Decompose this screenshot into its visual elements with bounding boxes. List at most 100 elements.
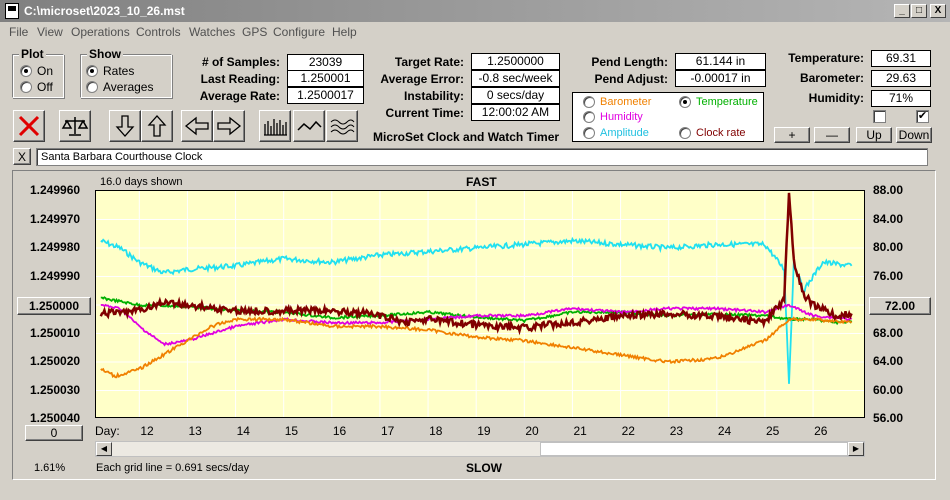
target-rate-value: 1.2500000 xyxy=(471,53,560,70)
x-tick-label: 25 xyxy=(765,424,780,438)
x-tick-label: 17 xyxy=(380,424,395,438)
legend-clockrate-label: Clock rate xyxy=(696,127,746,139)
target-rate-label: Target Rate: xyxy=(394,55,464,69)
left-tick-label: 1.250030 xyxy=(30,382,81,397)
left-tick-label: 1.250010 xyxy=(30,325,81,340)
stop-x-icon xyxy=(18,115,40,137)
menu-operations[interactable]: Operations xyxy=(71,25,130,39)
arrow-up-icon xyxy=(147,115,167,137)
barometer-value: 29.63 xyxy=(871,70,931,87)
balance-scale-icon xyxy=(61,117,89,136)
days-shown: 16.0 days shown xyxy=(100,176,183,188)
radio-selected-icon xyxy=(679,96,691,108)
slow-label: SLOW xyxy=(466,461,502,475)
fast-label: FAST xyxy=(466,175,497,189)
balance-button[interactable] xyxy=(59,110,91,142)
minus-button[interactable]: — xyxy=(814,127,850,143)
arrow-down-button[interactable] xyxy=(109,110,141,142)
scroll-left-arrow-icon[interactable]: ◀ xyxy=(96,442,112,456)
last-reading-label: Last Reading: xyxy=(200,72,280,86)
checkbox-left[interactable] xyxy=(873,110,886,123)
left-tick-label: 1.249980 xyxy=(30,240,81,254)
series-line-clockrate xyxy=(99,192,853,336)
menu-controls[interactable]: Controls xyxy=(136,25,181,39)
average-rate-label: Average Rate: xyxy=(199,89,280,103)
pend-adjust-value: -0.00017 in xyxy=(675,70,766,87)
pend-length-label: Pend Length: xyxy=(591,55,668,69)
pend-length-value: 61.144 in xyxy=(675,53,766,70)
x-tick-label: 13 xyxy=(188,424,202,438)
right-tick-label: 56.00 xyxy=(873,411,904,425)
humidity-label: Humidity: xyxy=(808,91,864,105)
scroll-thumb[interactable] xyxy=(540,442,848,456)
maximize-button[interactable]: □ xyxy=(911,4,927,18)
rate-center-button[interactable]: 1.250000 xyxy=(17,297,91,315)
legend-amplitude[interactable]: Amplitude xyxy=(583,127,649,139)
arrow-right-button[interactable] xyxy=(213,110,245,142)
legend-clockrate[interactable]: Clock rate xyxy=(679,127,746,139)
right-tick-label: 64.00 xyxy=(873,354,904,368)
x-tick-label: 15 xyxy=(284,424,299,438)
close-button[interactable]: X xyxy=(930,4,946,18)
legend-temperature[interactable]: Temperature xyxy=(679,96,758,108)
x-tick-label: 26 xyxy=(814,424,828,438)
x-tick-label: 14 xyxy=(236,424,250,438)
line-view-button[interactable] xyxy=(293,110,325,142)
right-tick-label: 88.00 xyxy=(873,183,904,197)
arrow-down-icon xyxy=(115,115,135,137)
chart-area xyxy=(12,170,936,480)
legend-barometer-label: Barometer xyxy=(600,96,652,108)
radio-icon xyxy=(583,127,595,139)
horizontal-scrollbar[interactable]: ◀ ▶ xyxy=(95,441,865,457)
menu-file[interactable]: File xyxy=(9,25,29,39)
x-tick-label: 20 xyxy=(525,424,539,438)
average-error-label: Average Error: xyxy=(380,72,464,86)
instability-value: 0 secs/day xyxy=(471,87,560,104)
watch-name-field[interactable]: Santa Barbara Courthouse Clock xyxy=(36,148,928,166)
series-line-humidity xyxy=(100,303,853,347)
window-title: C:\microset\2023_10_26.mst xyxy=(24,4,185,18)
radio-icon xyxy=(583,96,595,108)
menu-configure[interactable]: Configure xyxy=(273,25,326,39)
minimize-button[interactable]: _ xyxy=(894,4,910,18)
right-tick-label: 84.00 xyxy=(873,211,904,226)
show-averages-label: Averages xyxy=(103,80,154,94)
left-tick-label: 1.249970 xyxy=(30,211,81,226)
down-button[interactable]: Down xyxy=(896,127,932,143)
legend-barometer[interactable]: Barometer xyxy=(583,96,651,108)
show-rates-radio[interactable]: Rates xyxy=(86,64,134,78)
clear-name-button[interactable]: X xyxy=(13,148,31,165)
menu-watches[interactable]: Watches xyxy=(189,25,236,39)
show-group: Show xyxy=(80,47,172,98)
legend-amplitude-label: Amplitude xyxy=(600,127,649,139)
app-icon xyxy=(5,3,19,19)
left-tick-label: 1.250020 xyxy=(30,354,81,368)
plot-area xyxy=(95,190,865,418)
offset-button[interactable]: 0 xyxy=(25,425,83,441)
plot-svg xyxy=(96,191,864,417)
temp-center-button[interactable]: 72.00 xyxy=(869,297,931,315)
arrow-left-button[interactable] xyxy=(181,110,213,142)
plot-on-radio[interactable]: On xyxy=(20,64,53,78)
bars-view-button[interactable] xyxy=(259,110,291,142)
menu-view[interactable]: View xyxy=(37,25,63,39)
stop-button[interactable] xyxy=(13,110,45,142)
legend-humidity-label: Humidity xyxy=(600,111,643,123)
arrow-left-icon xyxy=(184,116,209,136)
show-averages-radio[interactable]: Averages xyxy=(86,80,153,94)
up-button[interactable]: Up xyxy=(856,127,892,143)
menu-help[interactable]: Help xyxy=(332,25,357,39)
menu-gps[interactable]: GPS xyxy=(242,25,268,39)
plus-button[interactable]: + xyxy=(774,127,810,143)
wave-view-button[interactable] xyxy=(326,110,358,142)
app-name: MicroSet Clock and Watch Timer xyxy=(373,130,560,144)
radio-icon xyxy=(20,81,32,93)
temperature-label: Temperature: xyxy=(788,51,864,65)
scroll-right-arrow-icon[interactable]: ▶ xyxy=(848,442,864,456)
legend-humidity[interactable]: Humidity xyxy=(583,111,643,123)
legend-temperature-label: Temperature xyxy=(696,96,758,108)
plot-off-radio[interactable]: Off xyxy=(20,80,53,94)
check-icon: ✔ xyxy=(917,110,928,122)
arrow-up-button[interactable] xyxy=(141,110,173,142)
checkbox-right[interactable]: ✔ xyxy=(916,110,929,123)
